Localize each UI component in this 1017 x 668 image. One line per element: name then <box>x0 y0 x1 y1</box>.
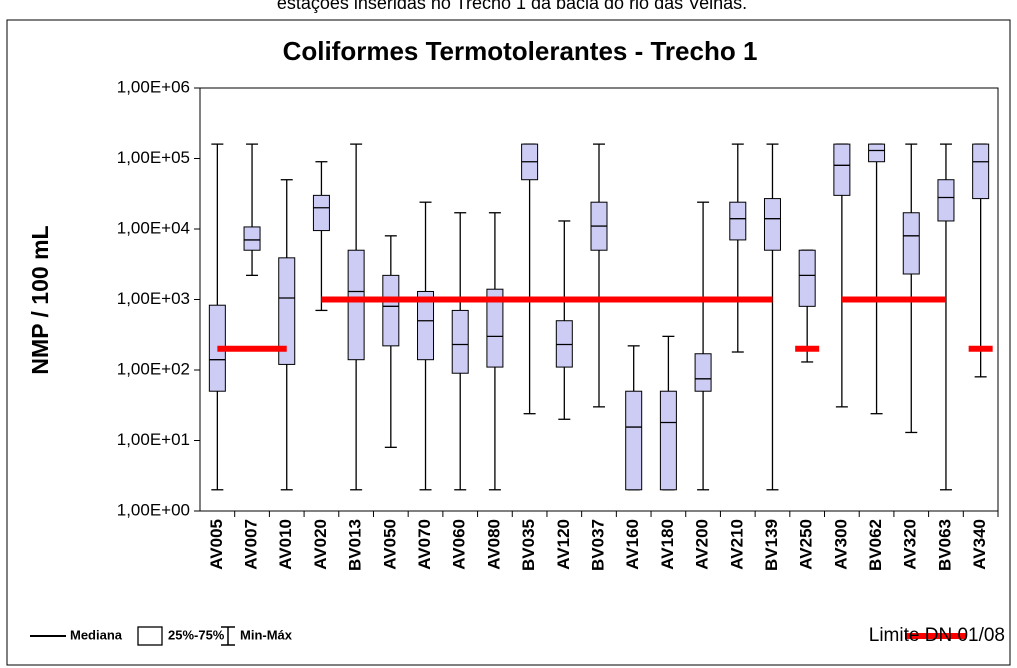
box <box>694 353 712 392</box>
box <box>347 249 365 361</box>
x-tick-label: AV005 <box>207 519 226 570</box>
x-tick-label: AV180 <box>658 519 677 570</box>
x-tick-label: AV007 <box>242 519 261 570</box>
box <box>937 179 955 222</box>
box <box>729 201 747 241</box>
x-tick-label: BV062 <box>866 519 885 571</box>
box <box>278 257 296 365</box>
x-tick-label: AV200 <box>693 519 712 570</box>
x-tick-label: AV120 <box>554 519 573 570</box>
box <box>312 194 330 232</box>
box <box>486 288 504 368</box>
x-tick-label: AV320 <box>901 519 920 570</box>
chart-border <box>6 19 1011 666</box>
legend-median: Mediana <box>70 627 123 642</box>
box <box>243 226 261 251</box>
legend-limit: Limite DN 01/08 <box>869 625 1005 646</box>
x-tick-label: AV050 <box>380 519 399 570</box>
x-tick-label: AV060 <box>450 519 469 570</box>
legend-box: 25%-75% <box>168 627 225 642</box>
box <box>902 212 920 275</box>
x-tick-label: AV210 <box>727 519 746 570</box>
x-tick-label: AV070 <box>415 519 434 570</box>
x-tick-label: BV035 <box>519 519 538 571</box>
box <box>659 390 677 491</box>
x-tick-label: AV250 <box>797 519 816 570</box>
legend-box-icon <box>137 626 163 646</box>
box <box>972 143 990 200</box>
legend-range: Min-Máx <box>240 627 293 642</box>
box <box>798 249 816 307</box>
box <box>763 198 781 251</box>
x-tick-label: BV063 <box>935 519 954 571</box>
y-tick-label: 1,00E+06 <box>117 77 190 96</box>
legend-range-icon <box>221 626 235 646</box>
box <box>417 290 435 361</box>
x-tick-label: AV010 <box>276 519 295 570</box>
x-tick-label: AV020 <box>311 519 330 570</box>
y-tick-label: 1,00E+00 <box>117 500 190 519</box>
x-tick-label: BV013 <box>346 519 365 571</box>
x-tick-label: AV340 <box>970 519 989 570</box>
y-tick-label: 1,00E+03 <box>117 289 190 308</box>
y-tick-label: 1,00E+02 <box>117 359 190 378</box>
y-tick-label: 1,00E+05 <box>117 148 190 167</box>
x-tick-label: BV139 <box>762 519 781 571</box>
box <box>451 309 469 374</box>
x-tick-label: AV300 <box>831 519 850 570</box>
chart-title: Coliformes Termotolerantes - Trecho 1 <box>283 36 758 66</box>
box <box>382 274 400 347</box>
x-tick-label: AV160 <box>623 519 642 570</box>
box <box>625 390 643 491</box>
x-tick-label: AV080 <box>484 519 503 570</box>
box <box>833 143 851 196</box>
y-axis-title: NMP / 100 mL <box>27 225 53 374</box>
y-tick-label: 1,00E+04 <box>117 218 190 237</box>
y-tick-label: 1,00E+01 <box>117 430 190 449</box>
caption: estações inseridas no Trecho 1 da bacia … <box>277 0 747 13</box>
box <box>868 143 886 163</box>
x-tick-label: BV037 <box>588 519 607 571</box>
